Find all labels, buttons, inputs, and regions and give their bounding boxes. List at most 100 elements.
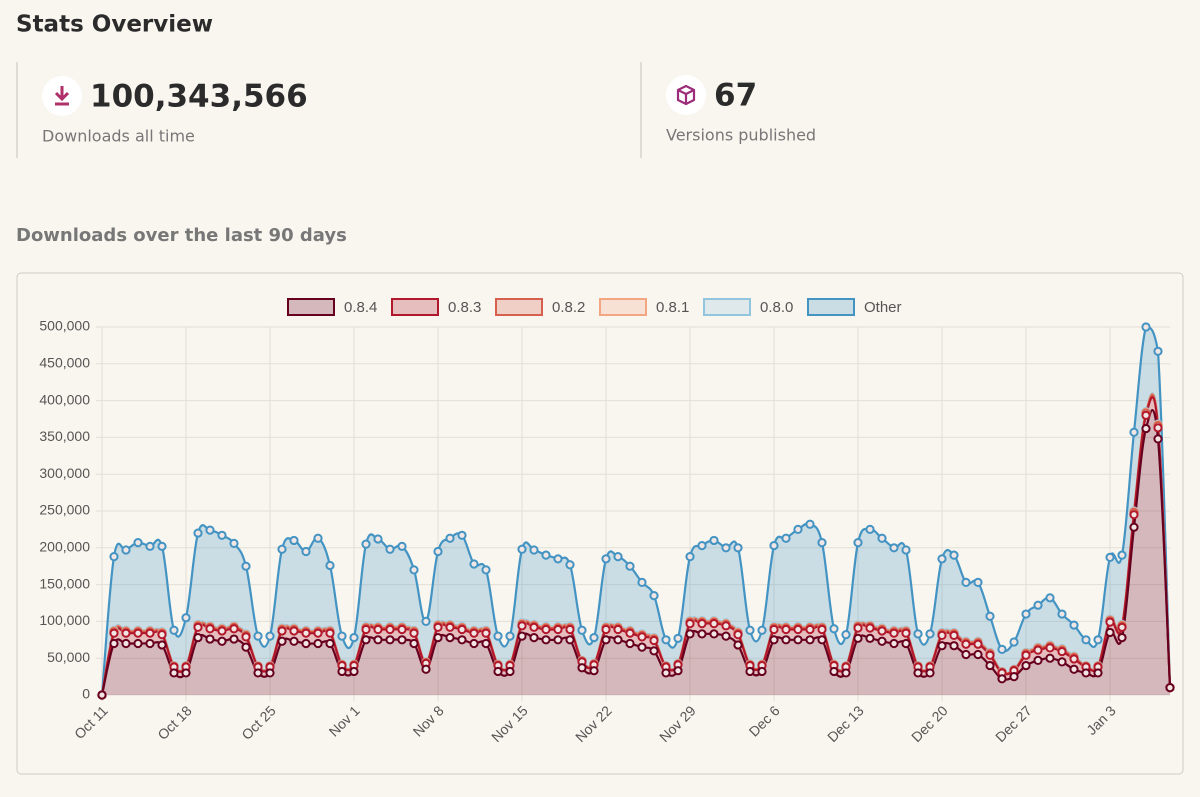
point <box>481 628 491 638</box>
point <box>961 649 971 660</box>
point <box>889 543 899 553</box>
point <box>409 565 419 575</box>
y-tick-label: 200,000 <box>39 539 90 555</box>
legend-item[interactable]: 0.8.4 <box>287 298 377 316</box>
point <box>673 633 683 643</box>
point <box>541 624 551 635</box>
y-tick-label: 450,000 <box>39 355 90 371</box>
point <box>517 621 527 631</box>
point <box>1105 552 1115 562</box>
point <box>253 668 263 678</box>
point <box>193 622 203 632</box>
point <box>805 624 815 635</box>
legend-item[interactable]: Other <box>807 298 902 316</box>
point <box>709 535 719 546</box>
point <box>1081 668 1091 678</box>
point <box>217 626 227 636</box>
point <box>553 624 563 635</box>
point <box>385 544 395 554</box>
point <box>865 623 875 633</box>
point <box>205 525 215 535</box>
point <box>1093 635 1103 645</box>
point <box>841 668 851 678</box>
point <box>457 624 467 635</box>
point <box>109 628 119 638</box>
legend-swatch <box>807 298 855 316</box>
point <box>457 530 467 540</box>
point <box>637 577 647 587</box>
legend-item[interactable]: 0.8.1 <box>599 298 689 316</box>
point <box>577 625 587 635</box>
point <box>853 538 863 548</box>
point <box>613 552 623 562</box>
legend-label: 0.8.4 <box>344 299 377 316</box>
point <box>625 628 635 638</box>
versions-label: Versions published <box>666 126 816 145</box>
point <box>373 624 383 635</box>
point <box>889 628 899 638</box>
point <box>229 538 239 548</box>
point <box>565 624 575 635</box>
point <box>625 561 635 571</box>
point <box>1129 427 1139 437</box>
point <box>397 635 407 645</box>
point <box>649 591 659 601</box>
point <box>1129 522 1139 532</box>
point <box>205 624 215 634</box>
point <box>697 540 707 551</box>
point <box>217 636 227 646</box>
point <box>145 541 155 551</box>
point <box>481 638 491 649</box>
point <box>853 623 863 633</box>
point <box>769 624 779 635</box>
point <box>325 560 335 571</box>
point <box>913 629 923 639</box>
chart-card <box>16 272 1184 775</box>
point <box>349 632 359 643</box>
point <box>541 550 551 560</box>
legend-swatch <box>703 298 751 316</box>
point <box>217 530 227 540</box>
point <box>685 629 695 639</box>
point <box>937 554 947 564</box>
point <box>817 635 827 645</box>
point <box>493 666 503 677</box>
point <box>733 630 743 640</box>
point <box>241 632 251 642</box>
point <box>829 624 839 634</box>
point <box>469 638 479 649</box>
point <box>1057 609 1067 619</box>
point <box>121 628 131 638</box>
point <box>337 666 347 677</box>
y-tick-label: 350,000 <box>39 428 90 444</box>
point <box>709 629 719 639</box>
point <box>793 624 803 635</box>
point <box>1045 593 1055 603</box>
y-tick-label: 150,000 <box>39 575 90 591</box>
point <box>373 635 383 645</box>
point <box>397 541 407 551</box>
point <box>1093 668 1103 678</box>
point <box>337 631 347 641</box>
point <box>685 619 695 629</box>
point <box>1105 617 1115 627</box>
point <box>1021 660 1031 671</box>
chart: 0 50,000 100,000 150,000 200,000 250,000 300,0… <box>39 298 1175 745</box>
legend-item[interactable]: 0.8.2 <box>495 298 585 316</box>
point <box>301 638 311 649</box>
point <box>733 640 743 650</box>
point <box>769 635 779 645</box>
point <box>733 543 743 553</box>
point <box>973 639 983 649</box>
legend-item[interactable]: 0.8.0 <box>703 298 793 316</box>
legend-item[interactable]: 0.8.3 <box>391 298 481 316</box>
point <box>109 638 119 649</box>
point <box>613 624 623 635</box>
point <box>1069 620 1079 630</box>
point <box>145 628 155 638</box>
point <box>901 628 911 638</box>
point <box>421 616 431 627</box>
point <box>973 649 983 660</box>
point <box>961 577 971 587</box>
point <box>289 626 299 636</box>
